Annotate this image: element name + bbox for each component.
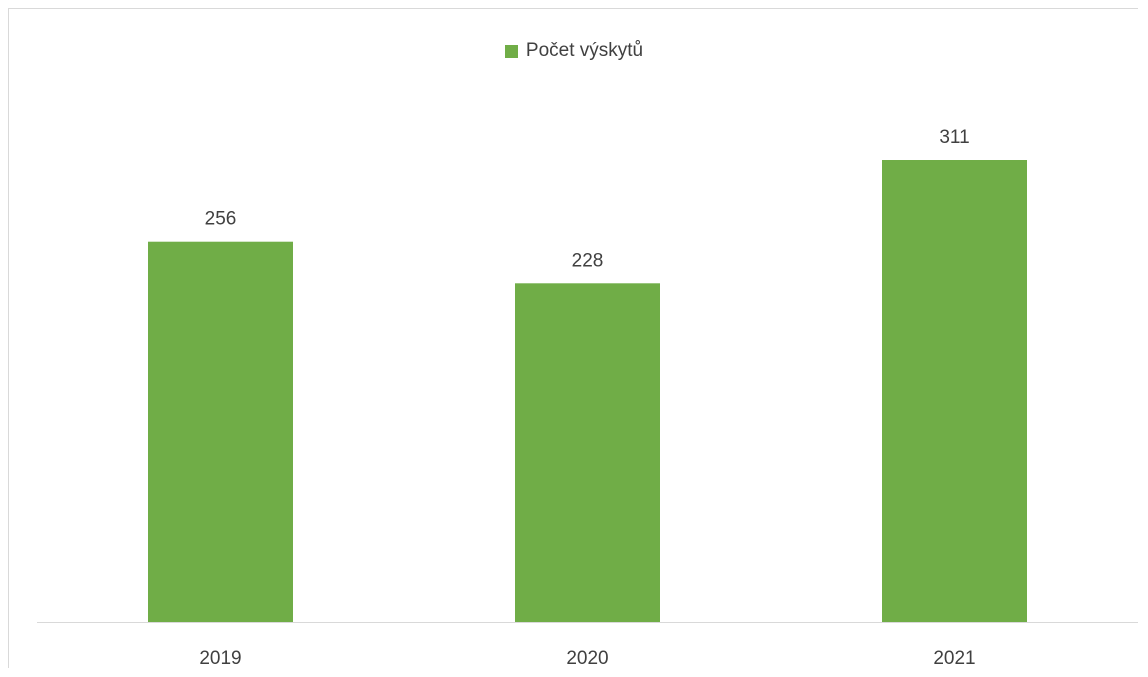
- bar-2019: [148, 241, 293, 623]
- legend: Počet výskytů: [0, 40, 1148, 62]
- legend-label: Počet výskytů: [525, 40, 644, 61]
- bar-2021: [882, 160, 1027, 622]
- x-tick-label-2019: 2019: [199, 648, 241, 669]
- data-label-2020: 228: [572, 250, 604, 271]
- bar-2020: [515, 283, 660, 622]
- legend-swatch: [504, 44, 518, 58]
- data-label-2021: 311: [939, 127, 969, 148]
- x-tick-label-2020: 2020: [566, 648, 608, 669]
- x-tick-label-2021: 2021: [933, 648, 975, 669]
- data-label-2019: 256: [205, 209, 237, 230]
